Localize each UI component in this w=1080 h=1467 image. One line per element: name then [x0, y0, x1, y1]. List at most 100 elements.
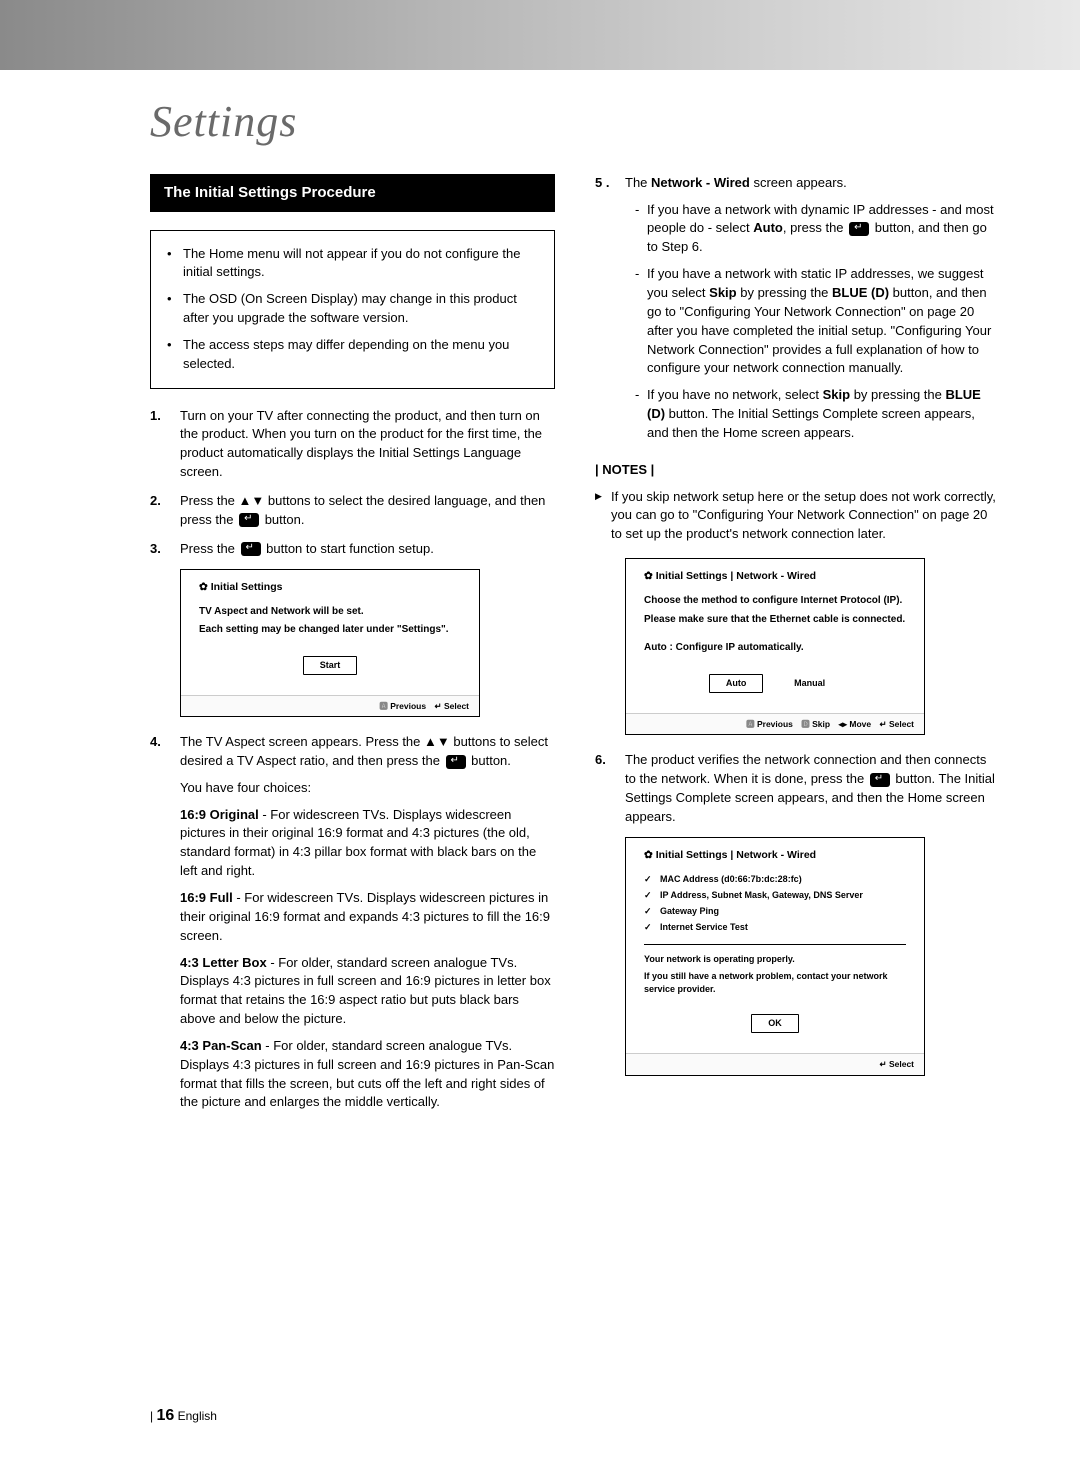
sub-option: If you have no network, select Skip by p… — [625, 386, 1000, 443]
sub-option: If you have a network with static IP add… — [625, 265, 1000, 378]
step-lead: The Network - Wired screen appears. — [625, 174, 1000, 193]
manual-page: Settings The Initial Settings Procedure … — [0, 0, 1080, 1467]
footer-previous: Previous — [746, 719, 793, 729]
step-text: button to start function setup. — [263, 541, 434, 556]
step-number: 4. — [150, 733, 168, 1120]
choices-lead: You have four choices: — [180, 779, 555, 798]
step-text: Press the — [180, 541, 239, 556]
intro-bullet: The OSD (On Screen Display) may change i… — [167, 290, 538, 328]
footer-language: English — [178, 1409, 217, 1423]
step-text: by pressing the — [737, 285, 832, 300]
step-number: 3. — [150, 540, 168, 559]
content-area: Settings The Initial Settings Procedure … — [0, 70, 1080, 1170]
aspect-label: 4:3 Letter Box — [180, 955, 267, 970]
step-bold: Network - Wired — [651, 175, 750, 190]
step-3: 3. Press the button to start function se… — [150, 540, 555, 559]
enter-icon — [849, 222, 869, 236]
step-text: button. — [468, 753, 511, 768]
check-item: MAC Address (d0:66:7b:dc:28:fc) — [644, 873, 906, 886]
note-item: If you skip network setup here or the se… — [595, 488, 1000, 545]
footer-sep: | — [150, 1409, 153, 1423]
step-text: button. — [261, 512, 304, 527]
step-text: screen appears. — [750, 175, 847, 190]
intro-bullet: The Home menu will not appear if you do … — [167, 245, 538, 283]
enter-icon — [241, 542, 261, 556]
right-column: 5 . The Network - Wired screen appears. … — [595, 174, 1000, 1130]
ok-button: OK — [751, 1014, 799, 1033]
step-text: , press the — [783, 220, 847, 235]
start-button: Start — [303, 656, 358, 675]
step-4: 4. The TV Aspect screen appears. Press t… — [150, 733, 555, 1120]
aspect-option: 4:3 Pan-Scan - For older, standard scree… — [180, 1037, 555, 1112]
shot-footer: Previous Select — [181, 695, 479, 716]
step-text: by pressing the — [850, 387, 945, 402]
footer-previous: Previous — [379, 701, 426, 711]
screenshot-initial-settings: Initial Settings TV Aspect and Network w… — [180, 569, 480, 718]
step-bold: Skip — [709, 285, 736, 300]
step-text: button. The Initial Settings Complete sc… — [647, 406, 975, 440]
page-title: Settings — [150, 90, 1000, 154]
step-number: 1. — [150, 407, 168, 482]
manual-button: Manual — [778, 675, 841, 692]
shot-line: TV Aspect and Network will be set. — [199, 605, 461, 620]
aspect-option: 4:3 Letter Box - For older, standard scr… — [180, 954, 555, 1029]
notes-heading: | NOTES | — [595, 461, 1000, 480]
footer-move: Move — [838, 719, 871, 729]
intro-bullet-box: The Home menu will not appear if you do … — [150, 230, 555, 389]
shot-title: Initial Settings | Network - Wired — [644, 848, 906, 863]
shot-footer: Previous Skip Move Select — [626, 713, 924, 734]
check-item: IP Address, Subnet Mask, Gateway, DNS Se… — [644, 889, 906, 902]
step-body: The TV Aspect screen appears. Press the … — [180, 733, 555, 1120]
step-body: Press the button to start function setup… — [180, 540, 555, 559]
page-footer: | 16 English — [150, 1404, 217, 1427]
screenshot-network-wired-result: Initial Settings | Network - Wired MAC A… — [625, 837, 925, 1076]
step-body: Turn on your TV after connecting the pro… — [180, 407, 555, 482]
shot-msg: If you still have a network problem, con… — [644, 970, 906, 996]
step-5: 5 . The Network - Wired screen appears. … — [595, 174, 1000, 451]
step-number: 2. — [150, 492, 168, 530]
top-gradient-bar — [0, 0, 1080, 70]
auto-button: Auto — [709, 674, 764, 693]
step-body: The Network - Wired screen appears. If y… — [625, 174, 1000, 451]
shot-line: Each setting may be changed later under … — [199, 623, 461, 638]
shot-line: Choose the method to configure Internet … — [644, 594, 906, 609]
footer-skip: Skip — [801, 719, 830, 729]
step-body: Press the ▲▼ buttons to select the desir… — [180, 492, 555, 530]
check-item: Gateway Ping — [644, 905, 906, 918]
footer-select: Select — [879, 719, 914, 729]
intro-bullet: The access steps may differ depending on… — [167, 336, 538, 374]
step-text: If you have no network, select — [647, 387, 823, 402]
aspect-option: 16:9 Original - For widescreen TVs. Disp… — [180, 806, 555, 881]
step-1: 1. Turn on your TV after connecting the … — [150, 407, 555, 482]
check-item: Internet Service Test — [644, 921, 906, 934]
step-body: The product verifies the network connect… — [625, 751, 1000, 826]
aspect-option: 16:9 Full - For widescreen TVs. Displays… — [180, 889, 555, 946]
step-6: 6. The product verifies the network conn… — [595, 751, 1000, 826]
shot-msg: Your network is operating properly. — [644, 953, 906, 966]
step-text: Press the ▲▼ buttons to select the desir… — [180, 493, 545, 527]
aspect-label: 16:9 Original — [180, 807, 259, 822]
step-text: The — [625, 175, 651, 190]
enter-icon — [870, 773, 890, 787]
two-column-layout: The Initial Settings Procedure The Home … — [150, 174, 1000, 1130]
step-bold: Auto — [753, 220, 783, 235]
step-bold: BLUE (D) — [832, 285, 889, 300]
footer-select: Select — [879, 1059, 914, 1069]
enter-icon — [239, 513, 259, 527]
page-number: 16 — [156, 1407, 174, 1424]
enter-icon — [446, 755, 466, 769]
shot-line: Please make sure that the Ethernet cable… — [644, 613, 906, 628]
shot-title: Initial Settings — [199, 580, 461, 595]
step-number: 6. — [595, 751, 613, 826]
shot-line: Auto : Configure IP automatically. — [644, 641, 906, 656]
step-2: 2. Press the ▲▼ buttons to select the de… — [150, 492, 555, 530]
left-column: The Initial Settings Procedure The Home … — [150, 174, 555, 1130]
footer-select: Select — [434, 701, 469, 711]
aspect-label: 16:9 Full — [180, 890, 233, 905]
step-bold: Skip — [823, 387, 850, 402]
section-banner: The Initial Settings Procedure — [150, 174, 555, 212]
step-number: 5 . — [595, 174, 613, 451]
shot-footer: Select — [626, 1053, 924, 1074]
sub-option: If you have a network with dynamic IP ad… — [625, 201, 1000, 258]
aspect-body: - For widescreen TVs. Displays widescree… — [180, 890, 550, 943]
